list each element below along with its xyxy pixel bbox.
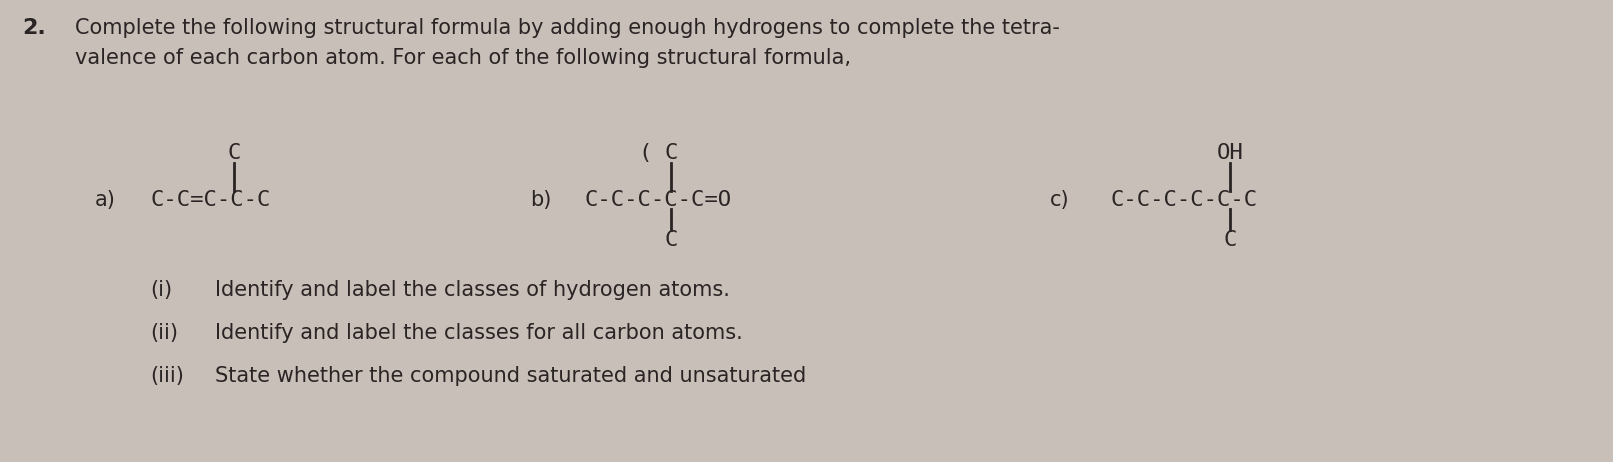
Text: a): a) <box>95 190 116 210</box>
Text: C: C <box>227 143 240 163</box>
Text: C: C <box>665 230 677 250</box>
Text: c): c) <box>1050 190 1069 210</box>
Text: b): b) <box>531 190 552 210</box>
Text: Complete the following structural formula by adding enough hydrogens to complete: Complete the following structural formul… <box>74 18 1060 38</box>
Text: Identify and label the classes of hydrogen atoms.: Identify and label the classes of hydrog… <box>215 280 729 300</box>
Text: valence of each carbon atom. For each of the following structural formula,: valence of each carbon atom. For each of… <box>74 48 852 68</box>
Text: C-C-C-C-C-C: C-C-C-C-C-C <box>1110 190 1257 210</box>
Text: C-C-C-C-C=O: C-C-C-C-C=O <box>586 190 732 210</box>
Text: C: C <box>1223 230 1237 250</box>
Text: Identify and label the classes for all carbon atoms.: Identify and label the classes for all c… <box>215 323 742 343</box>
Text: (i): (i) <box>150 280 173 300</box>
Text: State whether the compound saturated and unsaturated: State whether the compound saturated and… <box>215 366 806 386</box>
Text: (ii): (ii) <box>150 323 177 343</box>
Text: 2.: 2. <box>23 18 45 38</box>
Text: OH: OH <box>1216 143 1244 163</box>
Text: C-C=C-C-C: C-C=C-C-C <box>150 190 271 210</box>
Text: (iii): (iii) <box>150 366 184 386</box>
Text: (: ( <box>639 143 652 163</box>
Text: C: C <box>665 143 677 163</box>
